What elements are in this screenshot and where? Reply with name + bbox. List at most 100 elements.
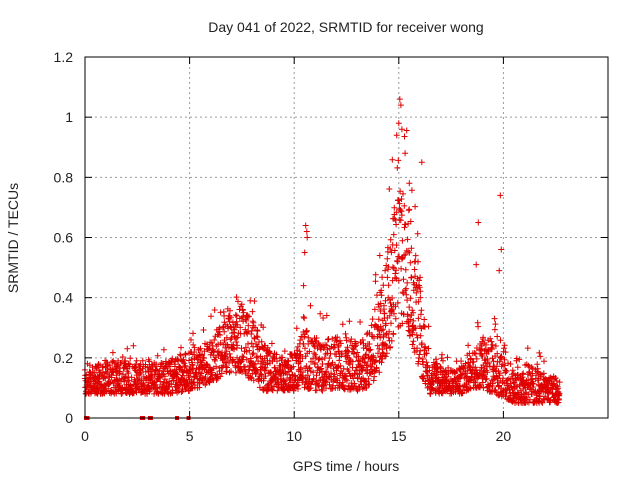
data-point <box>391 310 397 317</box>
data-point <box>463 381 470 388</box>
data-point <box>383 331 389 338</box>
data-point <box>326 355 333 362</box>
data-point <box>439 351 445 358</box>
data-point <box>496 358 503 365</box>
y-tick-label: 0 <box>65 410 73 426</box>
data-point <box>180 356 187 363</box>
data-point <box>216 328 222 335</box>
data-point <box>356 371 363 378</box>
data-point <box>139 357 146 364</box>
data-point <box>296 377 302 384</box>
data-point <box>218 370 225 377</box>
data-point <box>102 375 109 382</box>
data-point <box>524 345 531 352</box>
data-point <box>389 295 396 301</box>
data-point <box>383 350 390 357</box>
data-point <box>238 345 245 352</box>
data-point <box>253 333 260 340</box>
data-point <box>522 390 529 397</box>
data-point <box>479 353 486 359</box>
data-point <box>215 348 222 355</box>
data-point <box>416 351 423 358</box>
data-point <box>240 309 247 316</box>
data-point <box>530 380 537 387</box>
y-tick-label: 0.2 <box>54 350 74 366</box>
data-point <box>274 358 280 365</box>
y-tick-label: 0.4 <box>54 290 74 306</box>
data-point <box>505 360 511 367</box>
data-point <box>310 369 317 376</box>
data-point <box>335 348 342 355</box>
data-point <box>199 351 206 358</box>
data-point <box>413 332 420 338</box>
data-point <box>323 342 330 349</box>
data-point <box>365 375 372 382</box>
data-point <box>412 325 419 332</box>
data-point <box>337 337 343 344</box>
data-point <box>284 363 291 369</box>
data-point <box>386 312 393 319</box>
data-point <box>234 334 241 341</box>
data-point <box>467 355 474 362</box>
data-point <box>251 298 258 305</box>
data-point <box>208 313 214 320</box>
data-point <box>417 347 424 354</box>
data-point <box>342 330 349 337</box>
data-point <box>397 102 404 109</box>
data-point <box>472 379 479 386</box>
data-point <box>387 236 394 243</box>
data-point <box>372 278 379 285</box>
data-point <box>403 291 410 298</box>
data-point <box>363 384 370 391</box>
data-point <box>351 350 358 357</box>
data-point <box>215 341 221 348</box>
data-point <box>377 334 384 341</box>
data-point <box>311 342 317 349</box>
data-point <box>421 316 428 323</box>
data-point <box>395 157 402 164</box>
data-point <box>178 389 185 395</box>
data-point <box>324 336 331 343</box>
data-point <box>489 341 496 348</box>
data-point <box>416 277 423 284</box>
data-point <box>232 369 239 376</box>
data-point <box>249 351 256 358</box>
x-tick-label: 15 <box>391 428 407 444</box>
data-point <box>425 345 432 352</box>
data-point <box>357 319 364 325</box>
data-point <box>302 222 309 229</box>
data-point <box>473 261 480 268</box>
data-point <box>402 266 409 273</box>
data-point <box>498 353 505 360</box>
data-point <box>273 368 280 375</box>
data-point <box>246 313 252 320</box>
data-point <box>348 336 355 343</box>
data-point <box>300 314 307 320</box>
data-point <box>329 335 336 342</box>
data-point <box>303 228 310 235</box>
data-point <box>190 330 196 337</box>
data-point <box>313 335 320 341</box>
data-point <box>339 321 346 328</box>
data-point <box>414 345 421 352</box>
data-point <box>366 381 373 388</box>
data-point <box>373 357 380 364</box>
data-point <box>480 384 487 391</box>
data-point <box>407 259 414 266</box>
data-point <box>198 370 205 377</box>
data-point <box>247 374 254 381</box>
data-point <box>406 206 413 213</box>
data-point <box>497 337 504 344</box>
data-point <box>250 377 257 384</box>
data-point <box>353 342 360 349</box>
data-point <box>130 390 137 397</box>
data-point <box>130 342 137 349</box>
data-point <box>536 393 543 399</box>
data-point <box>416 284 423 291</box>
data-point <box>401 133 408 140</box>
data-point <box>220 362 227 369</box>
data-point <box>410 309 417 316</box>
data-point <box>361 355 368 362</box>
data-point <box>156 367 163 374</box>
data-point <box>402 251 409 258</box>
